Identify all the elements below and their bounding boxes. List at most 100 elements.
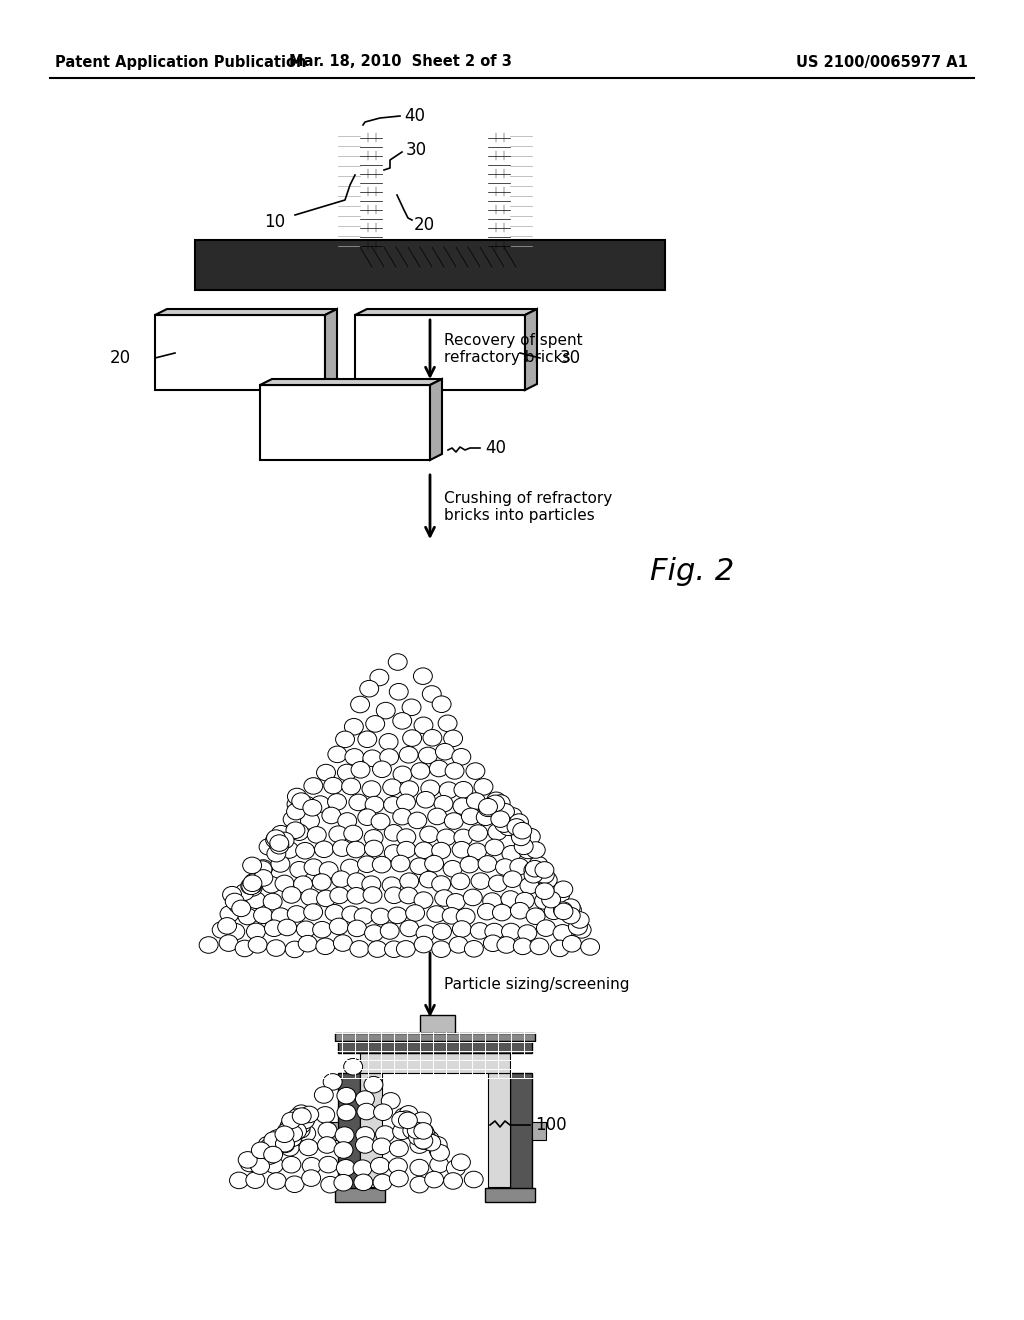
Ellipse shape	[366, 715, 385, 733]
Text: 10: 10	[264, 213, 286, 231]
Ellipse shape	[241, 1155, 259, 1172]
Ellipse shape	[365, 829, 383, 846]
Ellipse shape	[457, 908, 475, 925]
Ellipse shape	[493, 904, 511, 921]
Ellipse shape	[341, 859, 359, 875]
Text: 100: 100	[535, 1115, 566, 1134]
Ellipse shape	[422, 1134, 440, 1151]
Ellipse shape	[465, 941, 483, 957]
Ellipse shape	[346, 841, 366, 858]
Ellipse shape	[312, 921, 332, 939]
Ellipse shape	[474, 779, 493, 795]
Polygon shape	[430, 379, 442, 459]
Ellipse shape	[259, 838, 278, 855]
Ellipse shape	[344, 1059, 362, 1074]
Text: Crushing of refractory
bricks into particles: Crushing of refractory bricks into parti…	[444, 491, 612, 523]
Ellipse shape	[524, 866, 543, 883]
Ellipse shape	[428, 808, 446, 825]
Ellipse shape	[251, 1144, 270, 1160]
Ellipse shape	[502, 923, 520, 940]
Ellipse shape	[554, 903, 573, 920]
Ellipse shape	[438, 715, 457, 731]
Ellipse shape	[228, 896, 248, 913]
Ellipse shape	[349, 795, 368, 810]
Ellipse shape	[410, 1137, 429, 1154]
Ellipse shape	[330, 887, 349, 904]
Ellipse shape	[280, 842, 299, 858]
Ellipse shape	[316, 939, 335, 954]
Ellipse shape	[443, 730, 463, 747]
Ellipse shape	[446, 1160, 465, 1176]
Ellipse shape	[416, 925, 435, 941]
Ellipse shape	[409, 1129, 428, 1146]
Ellipse shape	[454, 829, 473, 846]
Ellipse shape	[385, 941, 403, 957]
Ellipse shape	[296, 1113, 314, 1129]
Ellipse shape	[412, 1127, 430, 1143]
Ellipse shape	[388, 907, 407, 924]
Ellipse shape	[293, 1107, 311, 1123]
Ellipse shape	[376, 1126, 394, 1142]
Ellipse shape	[355, 1127, 375, 1143]
Ellipse shape	[286, 1123, 304, 1140]
Ellipse shape	[518, 842, 538, 859]
Ellipse shape	[562, 902, 582, 919]
Ellipse shape	[302, 1158, 322, 1173]
Ellipse shape	[551, 887, 569, 904]
Ellipse shape	[488, 875, 508, 892]
Ellipse shape	[503, 871, 522, 887]
Ellipse shape	[288, 788, 306, 805]
Ellipse shape	[384, 796, 402, 813]
Ellipse shape	[239, 908, 257, 925]
Ellipse shape	[353, 1160, 372, 1176]
Ellipse shape	[315, 1106, 335, 1123]
Ellipse shape	[450, 937, 468, 953]
Ellipse shape	[391, 855, 410, 871]
Ellipse shape	[499, 818, 518, 836]
Ellipse shape	[271, 855, 290, 873]
Ellipse shape	[334, 1142, 353, 1158]
Polygon shape	[324, 1122, 338, 1140]
Ellipse shape	[427, 906, 445, 923]
Ellipse shape	[275, 1126, 294, 1143]
Ellipse shape	[296, 1110, 315, 1127]
Ellipse shape	[502, 846, 521, 862]
Ellipse shape	[270, 837, 289, 854]
Ellipse shape	[414, 1133, 433, 1148]
Ellipse shape	[236, 940, 254, 957]
Ellipse shape	[466, 763, 485, 779]
Ellipse shape	[338, 764, 356, 780]
Ellipse shape	[400, 920, 419, 937]
Ellipse shape	[336, 1159, 355, 1176]
Polygon shape	[325, 309, 337, 389]
Ellipse shape	[429, 1142, 449, 1159]
Ellipse shape	[417, 792, 435, 808]
Ellipse shape	[371, 1158, 389, 1173]
Polygon shape	[355, 309, 537, 315]
Ellipse shape	[362, 750, 382, 767]
Ellipse shape	[264, 1146, 283, 1163]
Ellipse shape	[469, 825, 487, 841]
Ellipse shape	[251, 1142, 270, 1159]
Ellipse shape	[354, 908, 373, 924]
Ellipse shape	[423, 730, 442, 746]
Ellipse shape	[453, 797, 472, 814]
Ellipse shape	[318, 1156, 338, 1173]
Ellipse shape	[297, 921, 315, 937]
Ellipse shape	[307, 826, 327, 843]
Ellipse shape	[414, 892, 433, 908]
Ellipse shape	[453, 841, 471, 858]
Ellipse shape	[347, 920, 367, 937]
Ellipse shape	[416, 1126, 435, 1143]
Ellipse shape	[414, 936, 433, 953]
Ellipse shape	[282, 1113, 301, 1129]
Text: Patent Application Publication: Patent Application Publication	[55, 54, 306, 70]
Ellipse shape	[392, 1111, 411, 1129]
Ellipse shape	[264, 840, 284, 855]
Ellipse shape	[477, 903, 497, 920]
Ellipse shape	[319, 862, 338, 878]
Ellipse shape	[304, 904, 323, 920]
Ellipse shape	[545, 903, 563, 920]
Ellipse shape	[414, 1122, 433, 1139]
Ellipse shape	[513, 939, 532, 954]
